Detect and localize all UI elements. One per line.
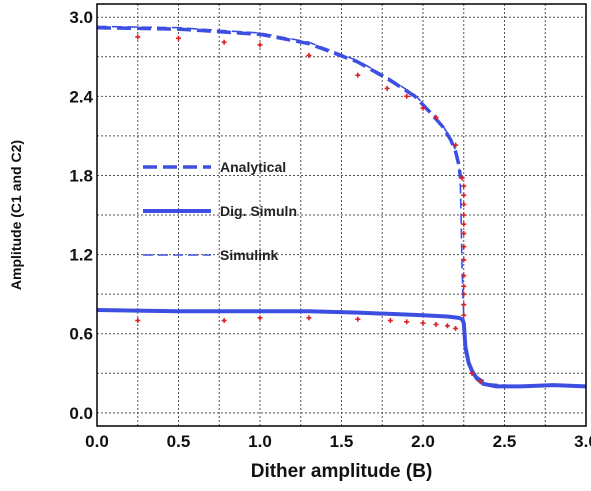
legend-item: Analytical xyxy=(143,159,286,175)
data-marker xyxy=(221,39,227,45)
data-marker xyxy=(461,230,467,236)
x-tick-label: 2.0 xyxy=(411,432,435,451)
data-marker xyxy=(461,244,467,250)
data-marker xyxy=(461,212,467,218)
y-tick-label: 2.4 xyxy=(69,87,93,106)
plot-frame xyxy=(96,3,587,427)
series-line-1 xyxy=(96,25,463,179)
data-marker xyxy=(355,72,361,78)
legend: Analytical Dig. Simuln Simulink xyxy=(143,159,297,263)
data-marker xyxy=(433,114,439,120)
y-tick-label: 0.6 xyxy=(69,325,93,344)
data-marker xyxy=(404,319,410,325)
y-tick-label: 0.0 xyxy=(69,404,93,423)
legend-label: Simulink xyxy=(220,247,279,263)
x-tick-label: 2.5 xyxy=(493,432,517,451)
y-tick-label: 3.0 xyxy=(69,8,93,27)
data-marker xyxy=(306,315,312,321)
data-marker xyxy=(135,318,141,323)
marker-layer xyxy=(135,34,483,384)
data-marker xyxy=(461,302,467,308)
data-marker xyxy=(461,201,467,207)
x-tick-label: 1.5 xyxy=(330,432,354,451)
legend-item: Simulink xyxy=(143,247,279,263)
data-marker xyxy=(420,320,426,326)
y-tick-label: 1.2 xyxy=(69,246,93,265)
x-tick-label: 3.0 xyxy=(574,432,591,451)
data-marker xyxy=(461,273,467,279)
data-marker xyxy=(461,221,467,227)
y-tick-label: 1.8 xyxy=(69,166,93,185)
data-marker xyxy=(384,85,390,91)
x-tick-labels: 0.0 0.5 1.0 1.5 2.0 2.5 3.0 xyxy=(85,432,591,451)
x-tick-label: 1.0 xyxy=(248,432,272,451)
data-marker xyxy=(404,93,410,99)
data-marker xyxy=(461,257,467,263)
x-axis-title: Dither amplitude (B) xyxy=(251,461,433,482)
data-marker xyxy=(461,283,467,289)
x-tick-label: 0.0 xyxy=(85,432,109,451)
data-marker xyxy=(453,325,459,331)
series-line-2 xyxy=(96,308,587,389)
data-marker xyxy=(453,142,459,148)
data-marker xyxy=(461,183,467,189)
legend-label: Dig. Simuln xyxy=(220,203,297,219)
data-marker xyxy=(469,370,475,376)
data-marker xyxy=(257,315,263,321)
data-marker xyxy=(477,378,483,384)
legend-item: Dig. Simuln xyxy=(143,203,297,219)
data-marker xyxy=(459,175,465,181)
y-axis-title: Amplitude (C1 and C2) xyxy=(8,140,24,290)
data-marker xyxy=(176,35,181,41)
data-marker xyxy=(135,34,141,40)
data-marker xyxy=(355,316,361,322)
data-marker xyxy=(387,318,393,323)
series-line-3 xyxy=(96,25,587,388)
data-marker xyxy=(306,52,312,58)
data-marker xyxy=(420,105,426,111)
x-tick-label: 0.5 xyxy=(167,432,191,451)
legend-label: Analytical xyxy=(220,159,286,175)
data-marker xyxy=(461,192,467,198)
data-marker xyxy=(433,321,439,327)
data-marker xyxy=(221,318,227,323)
series-layer xyxy=(96,25,587,389)
data-marker xyxy=(257,42,263,48)
y-tick-labels: 0.0 0.6 1.2 1.8 2.4 3.0 xyxy=(69,8,93,423)
data-marker xyxy=(444,323,450,329)
grid xyxy=(97,4,586,426)
data-marker xyxy=(461,312,467,318)
data-marker xyxy=(461,291,467,297)
